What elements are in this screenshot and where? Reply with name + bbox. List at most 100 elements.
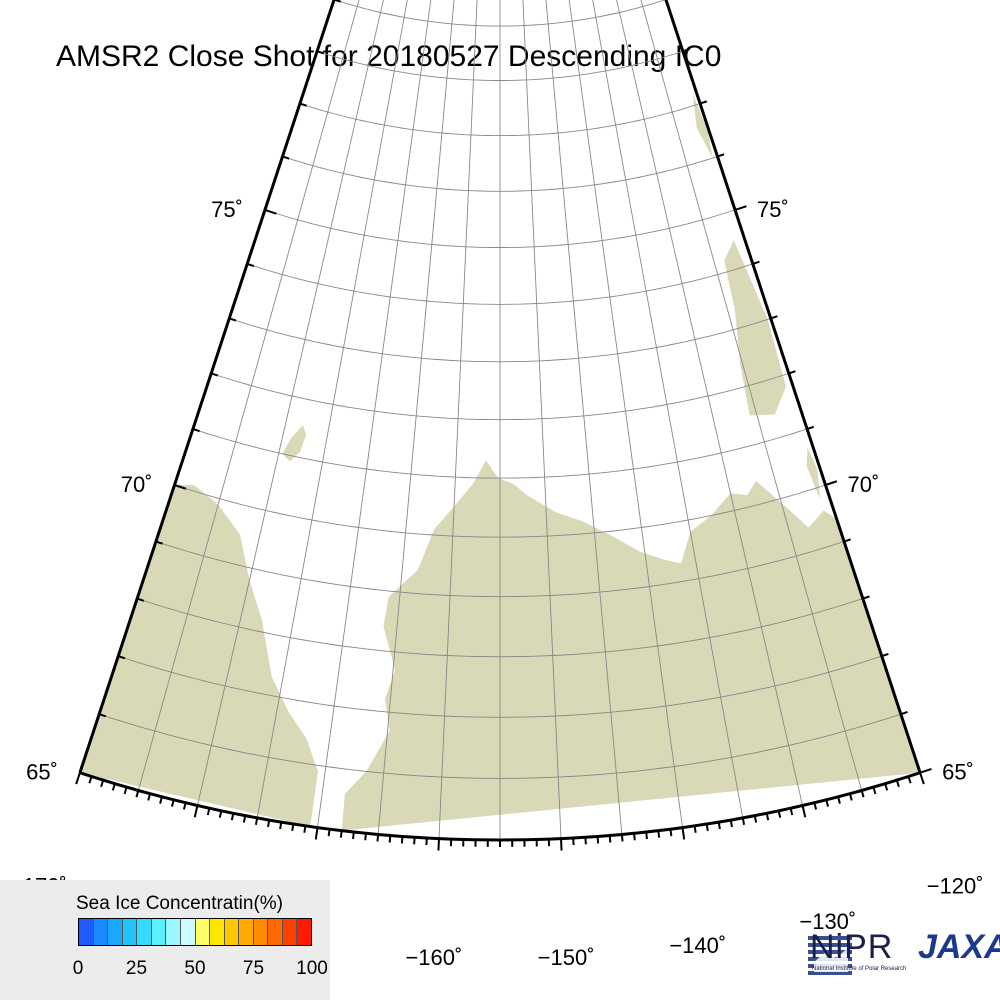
nipr-logo-text: NiPR (810, 928, 894, 966)
alaska-land (341, 460, 921, 831)
lon-tick (254, 817, 259, 825)
lon-tick (303, 825, 307, 833)
lat-tick (788, 370, 796, 375)
meridian-line (256, 0, 408, 818)
lon-tick (620, 834, 624, 842)
map-labels: 85˚80˚75˚70˚65˚85˚80˚75˚70˚65˚170˚180˚−1… (23, 197, 984, 970)
lon-tick (657, 830, 661, 838)
lon-tick (907, 776, 912, 784)
lon-tick (100, 779, 105, 788)
legend-tick-label: 25 (125, 958, 148, 979)
lon-tick (753, 815, 758, 823)
meridian-line (317, 0, 432, 828)
frame-left-edge (78, 0, 336, 774)
lon-tick (717, 821, 721, 830)
legend-swatch (224, 919, 240, 945)
nipr-logo-icon (808, 936, 852, 975)
lon-tick (813, 802, 818, 810)
legend-swatch (93, 919, 109, 945)
lat-label-left: 75˚ (211, 197, 243, 222)
meridian-line (197, 0, 384, 806)
lat-label-left: 65˚ (26, 760, 58, 785)
lon-tick (895, 779, 900, 788)
lat-tick (155, 540, 163, 545)
lon-tick (765, 813, 770, 821)
lon-tick (230, 813, 235, 821)
meridian-line (438, 0, 478, 839)
map-title: AMSR2 Close Shot for 20180527 Descending… (56, 40, 722, 73)
lon-tick (314, 827, 319, 840)
meridian-line (640, 0, 863, 791)
legend-swatch (297, 919, 311, 945)
lat-tick (79, 771, 92, 778)
lon-tick (242, 815, 247, 823)
lat-tick (282, 155, 290, 160)
lat-tick (900, 711, 908, 716)
lat-tick (843, 538, 852, 543)
lon-tick (777, 810, 782, 818)
legend-swatch (79, 919, 94, 945)
legend-tick-label: 0 (72, 958, 84, 979)
legend-swatch (253, 919, 269, 945)
lon-tick (801, 805, 807, 818)
legend-swatch (151, 919, 167, 945)
lon-tick (364, 833, 367, 841)
lat-tick (316, 50, 325, 55)
lat-tick (136, 597, 145, 602)
chukotka-land (79, 485, 319, 827)
legend-colorbar (78, 918, 312, 946)
lat-tick (192, 428, 200, 433)
legend-swatch (122, 919, 138, 945)
lat-tick (333, 0, 342, 3)
legend-title: Sea Ice Concentratin(%) (76, 893, 283, 914)
victoria-island-edge (806, 447, 821, 500)
land-layer (79, 94, 921, 831)
lon-tick (352, 831, 355, 840)
lon-tick (596, 836, 600, 844)
lon-tick (633, 833, 636, 841)
lon-tick (327, 829, 331, 837)
lon-tick (741, 817, 746, 825)
lat-tick (246, 262, 255, 268)
lon-tick (825, 799, 829, 807)
lon-tick (693, 825, 697, 833)
meridian-line (592, 0, 744, 818)
lat-label-left: 70˚ (121, 472, 153, 497)
legend-swatch (166, 919, 181, 945)
meridian-line (137, 0, 360, 791)
lon-label: −150˚ (538, 945, 595, 970)
lon-tick (279, 821, 283, 830)
lat-tick (98, 713, 107, 718)
lat-tick (734, 205, 747, 211)
lon-tick (159, 796, 163, 804)
legend-swatch (239, 919, 254, 945)
lon-tick (218, 810, 223, 818)
legend-swatch (108, 919, 123, 945)
legend-swatch (180, 919, 196, 945)
lon-tick (919, 772, 925, 785)
lon-tick (147, 793, 152, 801)
legend-swatch (210, 919, 225, 945)
lon-tick (339, 830, 343, 838)
graticule (99, 0, 901, 840)
jaxa-logo: JAXA (918, 928, 1000, 966)
lon-tick (171, 799, 175, 807)
lon-tick (182, 802, 187, 810)
lon-tick (388, 835, 392, 843)
lon-tick (645, 831, 648, 840)
lon-tick (884, 783, 889, 791)
lat-tick (806, 425, 815, 430)
map-frame (75, 0, 932, 851)
lat-tick (752, 260, 760, 265)
lon-tick (669, 829, 673, 837)
lat-tick (770, 315, 778, 320)
banks-island (724, 240, 786, 416)
legend-swatch (268, 919, 283, 945)
lat-tick (881, 652, 889, 658)
lon-tick (111, 783, 116, 791)
lon-tick (123, 786, 128, 795)
lat-tick (699, 100, 708, 105)
meridian-line (568, 0, 683, 828)
lat-tick (228, 317, 237, 322)
